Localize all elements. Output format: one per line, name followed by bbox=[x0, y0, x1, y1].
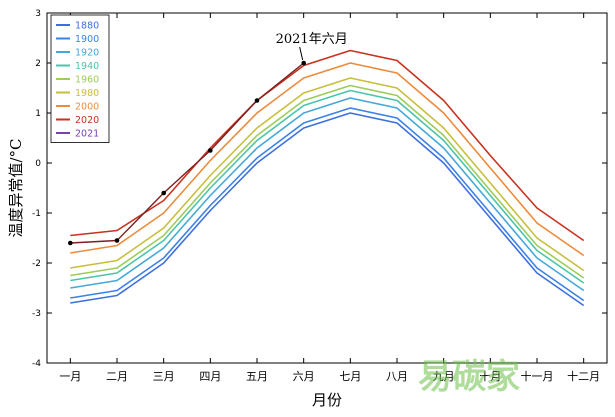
ytick-label-1: 1 bbox=[35, 109, 41, 119]
point-2021-5 bbox=[301, 60, 307, 66]
watermark: 易碳家 bbox=[418, 357, 520, 397]
ytick-label--3: -3 bbox=[32, 309, 41, 319]
legend-label-1880: 1880 bbox=[75, 21, 99, 32]
ytick-label-3: 3 bbox=[35, 9, 41, 19]
series-line-1920 bbox=[70, 97, 585, 292]
legend: 1880 1900 1920 1940 1960 1980 2000 2020 2021 bbox=[50, 14, 110, 143]
point-2021-2 bbox=[161, 190, 166, 196]
legend-label-1900: 1900 bbox=[75, 34, 99, 45]
series-line-2020 bbox=[70, 49, 585, 242]
xtick-label-2: 三月 bbox=[153, 370, 175, 383]
x-axis-label: 月份 bbox=[312, 391, 342, 409]
xtick-label-3: 四月 bbox=[199, 370, 221, 383]
legend-label-1960: 1960 bbox=[75, 75, 99, 86]
legend-label-2020: 2020 bbox=[75, 115, 99, 126]
annotation: 2021年六月 bbox=[276, 32, 348, 61]
ytick-label--4: -4 bbox=[32, 359, 41, 369]
ytick-label--1: -1 bbox=[32, 209, 41, 219]
xtick-label-1: 二月 bbox=[106, 370, 128, 383]
series-line-2021 bbox=[70, 62, 305, 244]
series-line-1880 bbox=[70, 112, 585, 307]
xtick-label-9: 十月 bbox=[479, 369, 501, 383]
plot-frame bbox=[46, 12, 608, 364]
legend-label-2000: 2000 bbox=[75, 102, 99, 113]
xtick-label-6: 七月 bbox=[339, 370, 361, 383]
xtick-label-4: 五月 bbox=[246, 370, 268, 383]
point-2021-0 bbox=[68, 240, 73, 246]
series-line-1900 bbox=[70, 107, 585, 302]
ytick-label-2: 2 bbox=[35, 59, 41, 69]
axis-ticks: -4 -3 -2 -1 0 1 2 3 一月 二月 三月 四月 五月 六月 七月 八月 九月 十月 十一月 十二月 bbox=[32, 9, 607, 383]
series-line-1940 bbox=[70, 89, 585, 284]
annotation-arrow bbox=[299, 46, 304, 61]
series-line-1960 bbox=[70, 84, 585, 279]
series-lines bbox=[70, 49, 585, 307]
xtick-label-7: 八月 bbox=[386, 370, 408, 383]
point-2021-3 bbox=[208, 148, 213, 153]
data-points bbox=[68, 60, 307, 246]
series-line-2000 bbox=[70, 62, 585, 257]
xtick-label-10: 十一月 bbox=[521, 369, 554, 383]
point-2021-4 bbox=[254, 98, 260, 103]
annotation-text: 2021年六月 bbox=[276, 32, 348, 47]
ytick-label--2: -2 bbox=[32, 259, 41, 269]
legend-label-1940: 1940 bbox=[75, 61, 99, 72]
xtick-label-11: 十二月 bbox=[567, 369, 600, 383]
legend-label-2021: 2021 bbox=[75, 129, 99, 140]
xtick-label-8: 九月 bbox=[433, 370, 455, 383]
watermark-text: 易碳家 bbox=[418, 357, 520, 397]
point-2021-1 bbox=[114, 238, 120, 243]
series-line-1980 bbox=[70, 77, 585, 272]
y-axis-label: 温度异常值/°C bbox=[7, 138, 25, 237]
ytick-label-0: 0 bbox=[35, 159, 41, 169]
xtick-label-0: 一月 bbox=[59, 370, 81, 383]
xtick-label-5: 六月 bbox=[293, 370, 315, 383]
legend-label-1920: 1920 bbox=[75, 48, 99, 59]
legend-label-1980: 1980 bbox=[75, 88, 99, 99]
